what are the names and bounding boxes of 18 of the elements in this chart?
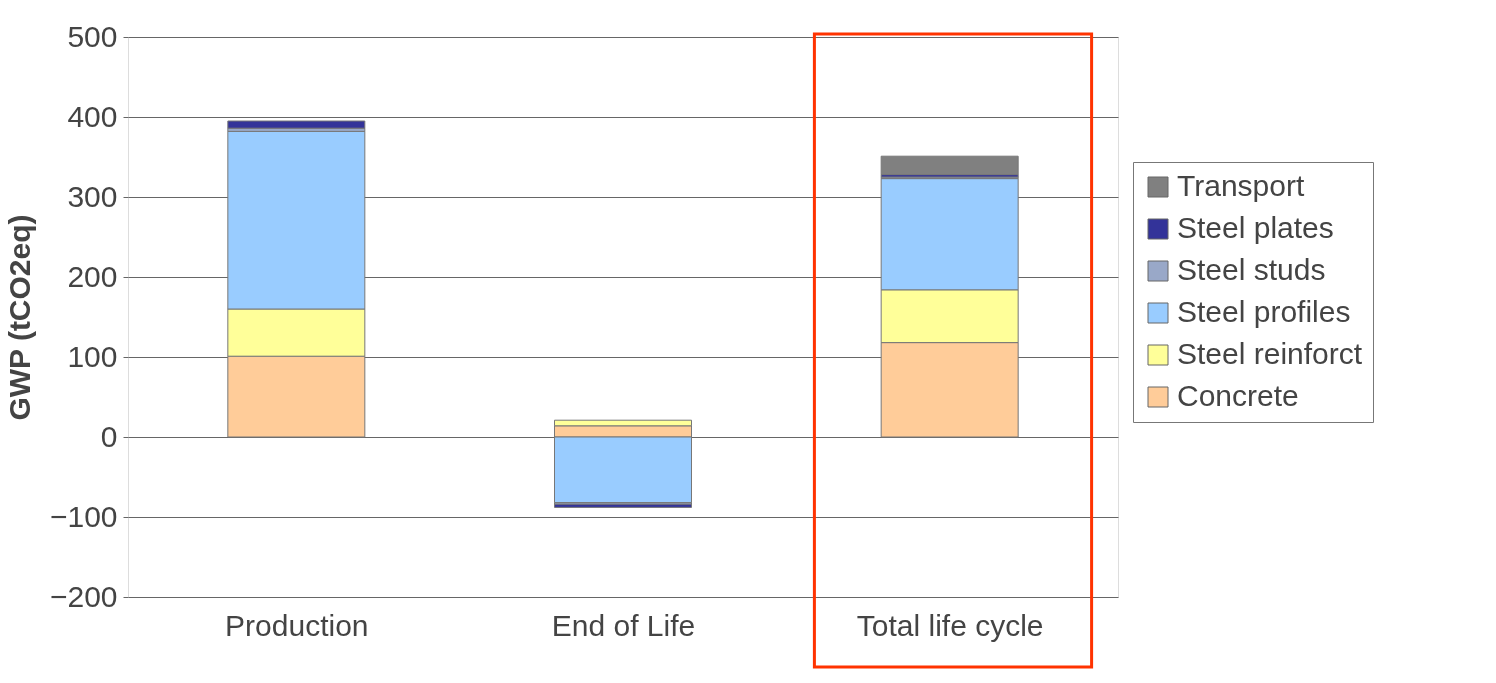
y-tick-label: −200 (49, 579, 118, 613)
y-tick-label: 500 (67, 19, 118, 53)
y-tick-label: 200 (67, 259, 118, 293)
legend-label: Steel profiles (1177, 295, 1351, 328)
legend-label: Steel reinforct (1177, 337, 1363, 370)
y-tick-label: 100 (67, 339, 118, 373)
y-tick-label: 300 (67, 179, 118, 213)
y-axis-title: GWP (tCO2eq) (2, 214, 36, 421)
legend-label: Concrete (1177, 379, 1299, 412)
legend-label: Transport (1177, 169, 1305, 202)
y-tick-label: −100 (49, 499, 118, 533)
y-tick-label: 0 (100, 419, 118, 453)
y-tick-label: 400 (67, 99, 118, 133)
legend-label: Steel studs (1177, 253, 1326, 286)
x-tick-label: Total life cycle (856, 608, 1044, 642)
legend-label: Steel plates (1177, 211, 1334, 244)
x-tick-label: End of Life (551, 608, 696, 642)
x-tick-label: Production (225, 608, 369, 642)
